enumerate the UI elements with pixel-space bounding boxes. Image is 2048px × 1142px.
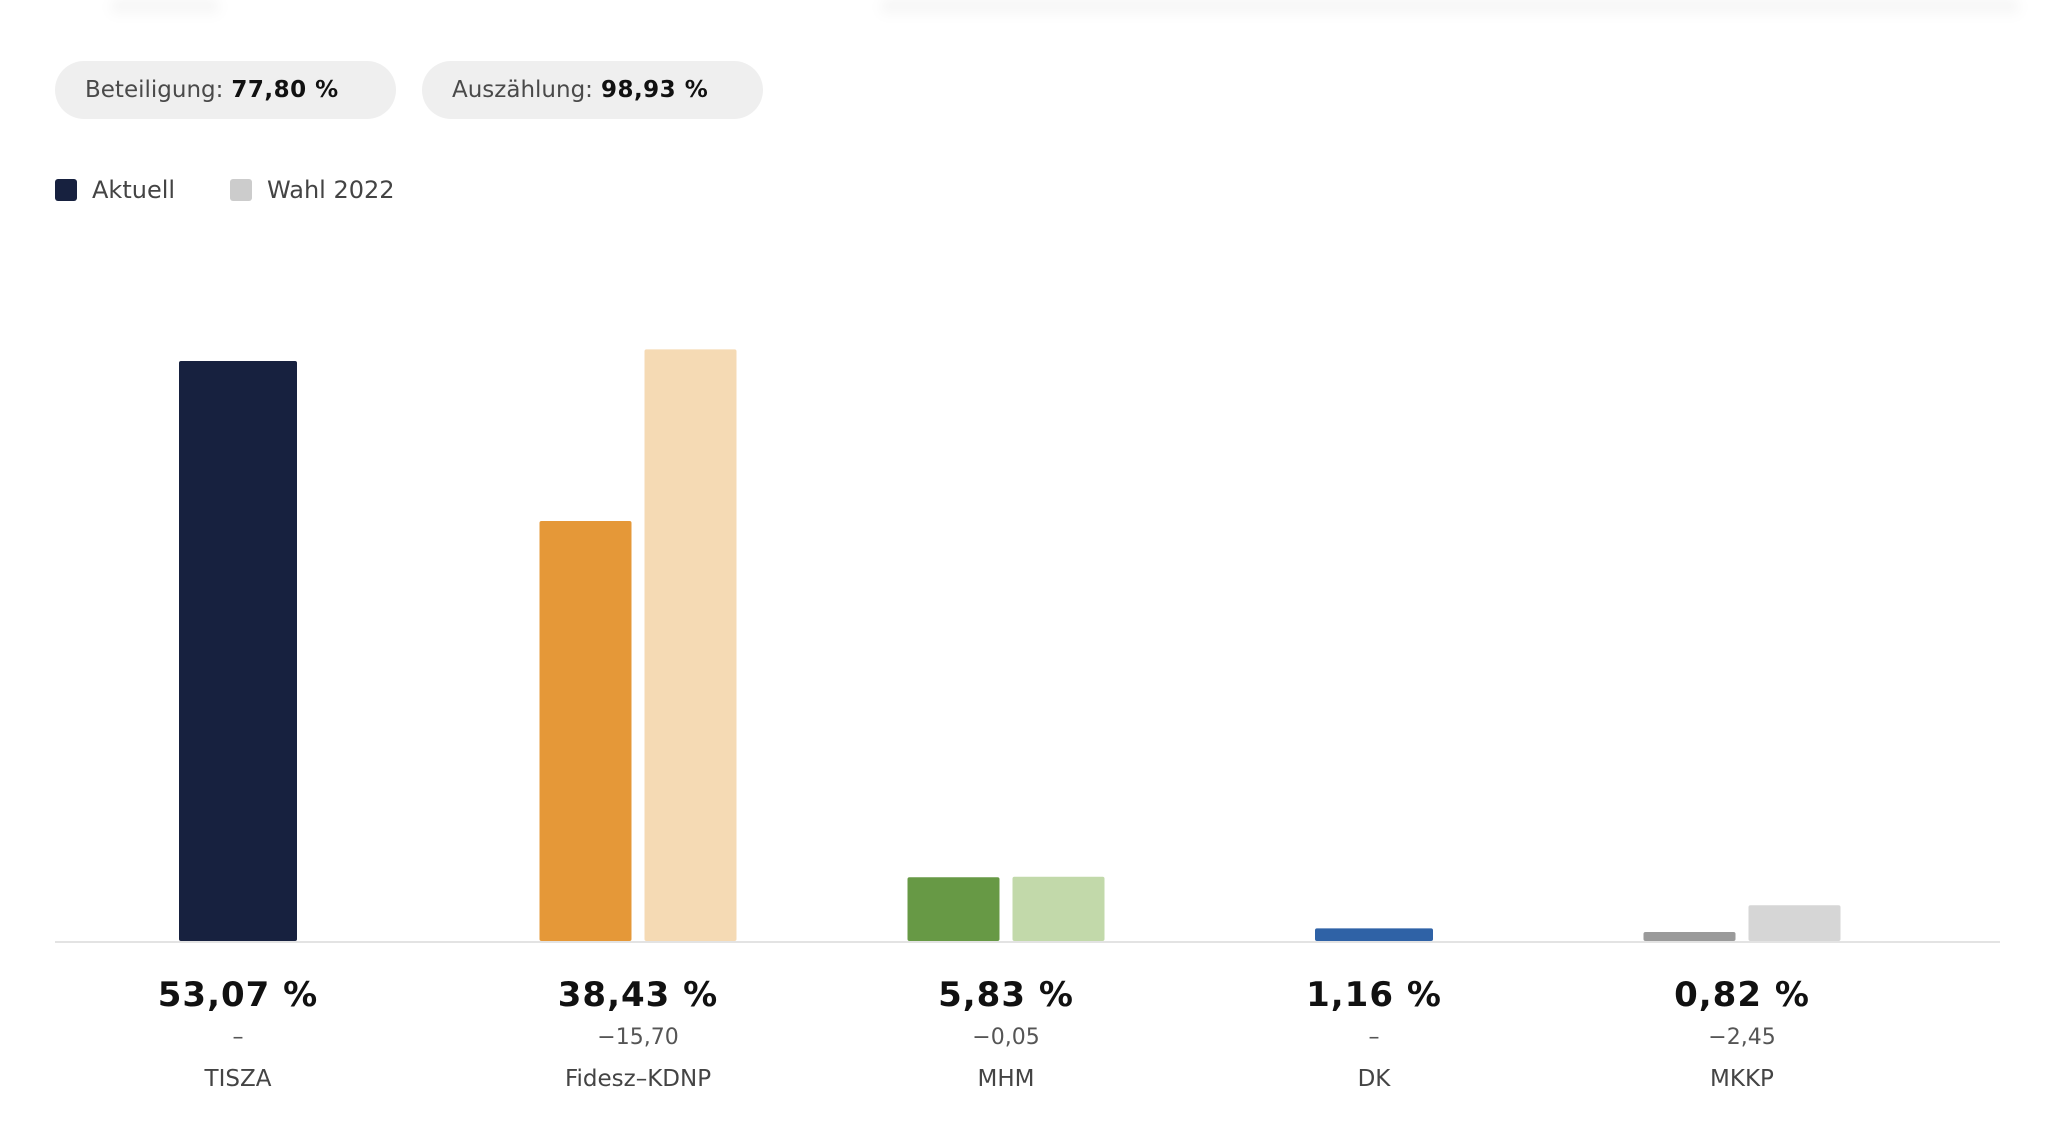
diff-label-fidesz-kdnp: −15,70 [597, 1025, 678, 1050]
category-label-mhm: MHM [978, 1066, 1035, 1092]
top-fade-right [880, 0, 2020, 18]
bar-current-dk[interactable] [1315, 928, 1433, 941]
bar-current-fidesz-kdnp[interactable] [539, 521, 632, 941]
legend-swatch-previous [230, 179, 253, 201]
legend-label-previous: Wahl 2022 [267, 176, 395, 204]
legend-swatch-current [55, 179, 77, 201]
counting-label: Auszählung: [452, 77, 593, 103]
value-label-mkkp: 0,82 % [1674, 975, 1810, 1015]
diff-label-tisza: – [233, 1025, 244, 1050]
legend-item-previous[interactable]: Wahl 2022 [230, 176, 395, 204]
diff-label-dk: – [1369, 1025, 1380, 1050]
bar-previous-fidesz-kdnp[interactable] [644, 349, 737, 942]
chart-legend: Aktuell Wahl 2022 [55, 176, 450, 204]
participation-value: 77,80 % [231, 77, 339, 103]
category-label-tisza: TISZA [204, 1066, 272, 1092]
legend-item-current[interactable]: Aktuell [55, 176, 175, 204]
diff-label-mkkp: −2,45 [1708, 1025, 1775, 1050]
bar-previous-mkkp[interactable] [1748, 905, 1841, 941]
counting-value: 98,93 % [600, 77, 709, 103]
bar-previous-mhm[interactable] [1012, 876, 1105, 941]
diff-label-mhm: −0,05 [972, 1025, 1039, 1050]
value-label-tisza: 53,07 % [158, 975, 318, 1015]
legend-label-current: Aktuell [92, 176, 176, 204]
bar-current-tisza[interactable] [179, 361, 297, 941]
counting-pill: Auszählung: 98,93 % [422, 61, 763, 119]
category-label-fidesz-kdnp: Fidesz–KDNP [565, 1066, 711, 1092]
top-fade-left [110, 0, 220, 18]
bar-current-mkkp[interactable] [1643, 932, 1736, 941]
participation-label: Beteiligung: [85, 77, 224, 103]
participation-pill: Beteiligung: 77,80 % [55, 61, 396, 119]
value-label-fidesz-kdnp: 38,43 % [558, 975, 718, 1015]
category-label-dk: DK [1358, 1066, 1392, 1092]
category-label-mkkp: MKKP [1710, 1066, 1774, 1092]
value-label-mhm: 5,83 % [938, 975, 1074, 1015]
bar-current-mhm[interactable] [907, 877, 1000, 941]
value-label-dk: 1,16 % [1306, 975, 1442, 1015]
